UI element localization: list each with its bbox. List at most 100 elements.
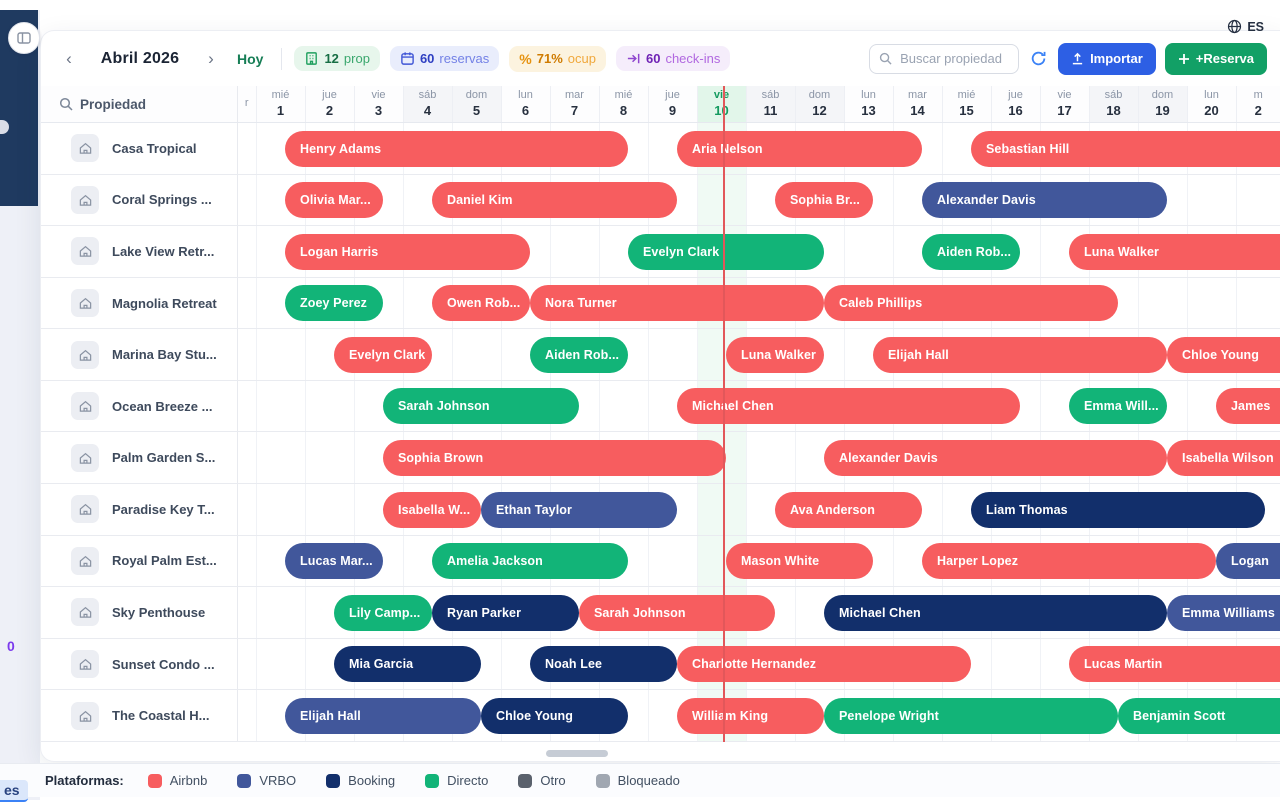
day-number: 6 [522,103,529,119]
panel-toggle-button[interactable] [8,22,40,54]
weekday-label: dom [809,89,830,103]
language-switcher[interactable]: ES [1227,19,1264,34]
booking-bar[interactable]: Alexander Davis [922,182,1167,218]
horizontal-scrollbar-thumb[interactable] [546,750,608,757]
next-month-button[interactable]: › [199,47,223,71]
property-cell-7[interactable]: Palm Garden S... [41,432,238,483]
booking-bar[interactable]: Lucas Mar... [285,543,383,579]
booking-bar[interactable]: Luna Walker [726,337,824,373]
booking-bar[interactable]: Sophia Brown [383,440,726,476]
booking-bar[interactable]: Sebastian Hill [971,131,1280,167]
booking-bar[interactable]: Aria Nelson [677,131,922,167]
weekday-label: vie [1057,89,1071,103]
property-cell-12[interactable]: The Coastal H... [41,690,238,741]
stat-value: 12 [324,51,338,66]
booking-bar[interactable]: Luna Walker [1069,234,1280,270]
property-cell-5[interactable]: Marina Bay Stu... [41,329,238,380]
booking-bar[interactable]: James [1216,388,1280,424]
booking-bar[interactable]: Caleb Phillips [824,285,1118,321]
plus-icon [1178,53,1190,65]
property-cell-8[interactable]: Paradise Key T... [41,484,238,535]
booking-bar[interactable]: Lily Camp... [334,595,432,631]
booking-bar[interactable]: Ryan Parker [432,595,579,631]
booking-bar[interactable]: Owen Rob... [432,285,530,321]
booking-bar[interactable]: Chloe Young [1167,337,1280,373]
booking-bar[interactable]: Lucas Martin [1069,646,1280,682]
house-icon [71,134,99,162]
property-cell-6[interactable]: Ocean Breeze ... [41,381,238,432]
booking-bar[interactable]: Alexander Davis [824,440,1167,476]
add-reservation-button[interactable]: +Reserva [1165,43,1267,75]
booking-bar[interactable]: Noah Lee [530,646,677,682]
booking-bar[interactable]: Daniel Kim [432,182,677,218]
booking-bar[interactable]: Sarah Johnson [579,595,775,631]
property-cell-10[interactable]: Sky Penthouse [41,587,238,638]
weekday-label: dom [466,89,487,103]
property-name: Casa Tropical [112,141,197,156]
booking-bar[interactable]: Ava Anderson [775,492,922,528]
booking-bar[interactable]: Isabella W... [383,492,481,528]
search-icon [59,97,73,111]
booking-bar[interactable]: Emma Will... [1069,388,1167,424]
booking-bar[interactable]: Isabella Wilson [1167,440,1280,476]
booking-bar[interactable]: Nora Turner [530,285,824,321]
booking-bar[interactable]: Elijah Hall [285,698,481,734]
booking-bar[interactable]: Sophia Br... [775,182,873,218]
booking-bar[interactable]: Elijah Hall [873,337,1167,373]
booking-bar[interactable]: Logan Harris [285,234,530,270]
booking-bar[interactable]: Harper Lopez [922,543,1216,579]
property-cell-4[interactable]: Magnolia Retreat [41,278,238,329]
language-label: ES [1247,20,1264,34]
booking-bar[interactable]: Penelope Wright [824,698,1118,734]
booking-bar[interactable]: Evelyn Clark [628,234,824,270]
booking-bar[interactable]: Emma Williams [1167,595,1280,631]
today-button[interactable]: Hoy [231,50,269,68]
refresh-button[interactable] [1028,48,1049,69]
booking-bar[interactable]: Michael Chen [677,388,1020,424]
property-cell-11[interactable]: Sunset Condo ... [41,639,238,690]
property-search[interactable] [869,44,1019,74]
booking-bar[interactable]: Olivia Mar... [285,182,383,218]
property-row: Ocean Breeze ... Sarah Johnson Michael Che… [41,381,1280,433]
booking-bar[interactable]: Aiden Rob... [922,234,1020,270]
calendar-icon [400,51,415,66]
prev-month-button[interactable]: ‹ [57,47,81,71]
row-grid: Henry Adams Aria Nelson Sebastian Hill [238,123,1280,174]
booking-bar[interactable]: Henry Adams [285,131,628,167]
day-number: 9 [669,103,676,119]
booking-bar[interactable]: Mia Garcia [334,646,481,682]
property-row: Coral Springs ... Olivia Mar... Daniel Kim… [41,175,1280,227]
property-cell-9[interactable]: Royal Palm Est... [41,536,238,587]
booking-bar[interactable]: Mason White [726,543,873,579]
booking-bar[interactable]: Evelyn Clark [334,337,432,373]
booking-bar[interactable]: Amelia Jackson [432,543,628,579]
legend-label: VRBO [259,773,296,788]
booking-bar[interactable]: Sarah Johnson [383,388,579,424]
booking-bar[interactable]: William King [677,698,824,734]
booking-bar[interactable]: Ethan Taylor [481,492,677,528]
property-cell-2[interactable]: Coral Springs ... [41,175,238,226]
booking-bar[interactable]: Michael Chen [824,595,1167,631]
booking-bar[interactable]: Zoey Perez [285,285,383,321]
booking-bar[interactable]: Charlotte Hernandez [677,646,971,682]
property-name: Magnolia Retreat [112,296,217,311]
booking-bar[interactable]: Chloe Young [481,698,628,734]
booking-bar[interactable]: Aiden Rob... [530,337,628,373]
booking-bar[interactable]: Benjamin Scott [1118,698,1280,734]
search-input[interactable] [898,50,1012,67]
property-cell-3[interactable]: Lake View Retr... [41,226,238,277]
property-cell-1[interactable]: Casa Tropical [41,123,238,174]
booking-bar[interactable]: Liam Thomas [971,492,1265,528]
booking-bar[interactable]: Logan [1216,543,1280,579]
import-button[interactable]: Importar [1058,43,1156,75]
